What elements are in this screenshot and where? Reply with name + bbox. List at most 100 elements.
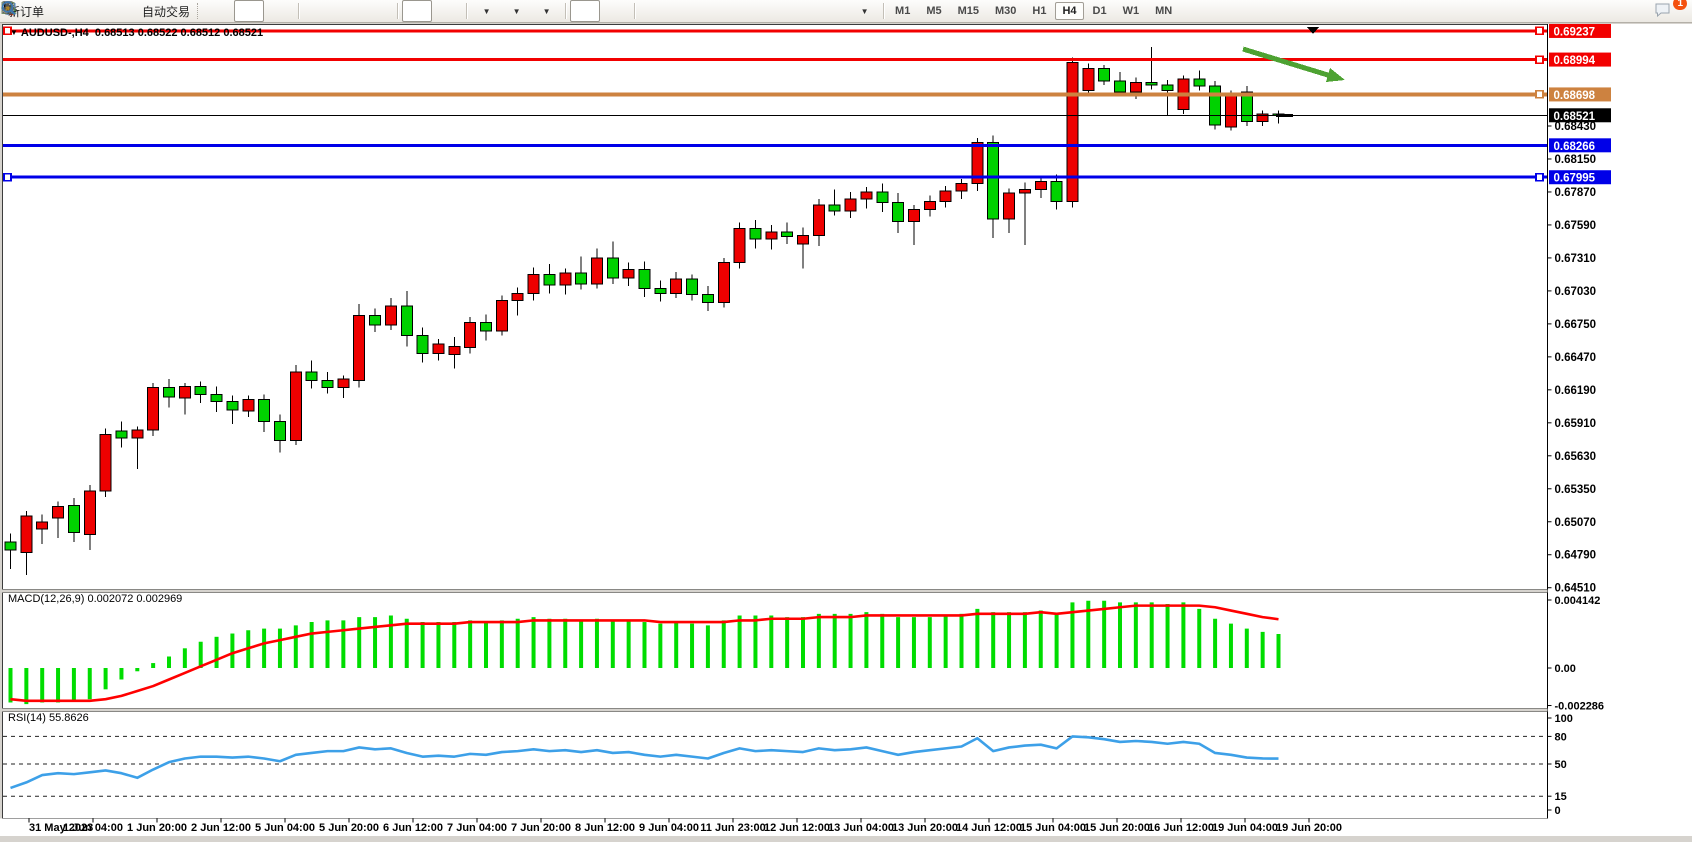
toolbar-separator (565, 3, 567, 19)
equidistant-channel-tool[interactable]: E (1, 0, 759, 22)
price-tick-label: 0.67870 (1555, 187, 1597, 199)
search-icon (1, 1, 16, 16)
trendline-tool[interactable] (2, 0, 729, 22)
arrows-tool[interactable]: ▼ (3, 0, 879, 22)
chart-title[interactable]: ▼ AUDUSD-,H4 0.68513 0.68522 0.68512 0.68… (10, 27, 263, 39)
horizontal-line-tool[interactable] (2, 0, 699, 22)
timeframe-button-m5[interactable]: M5 (926, 5, 942, 17)
time-axis-label: 13 Jun 04:00 (828, 822, 894, 834)
timeframe-button-mn[interactable]: MN (1155, 5, 1173, 17)
chat-button[interactable]: 1 (1652, 0, 1687, 22)
time-axis-label: 7 Jun 04:00 (447, 822, 507, 834)
pane-splitter[interactable] (0, 589, 1548, 593)
chart-ohlc-quote: 0.68513 0.68522 0.68512 0.68521 (94, 27, 264, 39)
candle-body (670, 278, 683, 294)
time-axis-label: 1 Jun 20:00 (127, 822, 187, 834)
rsi-value: 55.8626 (48, 712, 89, 724)
time-axis-label: 11 Jun 23:00 (700, 822, 765, 834)
svg-text:F: F (13, 9, 17, 16)
candle-body (590, 257, 603, 285)
crosshair-button[interactable] (2, 0, 630, 22)
main-toolbar: 新订单 自动交易 (0, 0, 1692, 23)
line-chart-button[interactable] (1, 0, 294, 22)
rsi-layer (3, 735, 1547, 797)
time-axis-label: 13 Jun 20:00 (892, 822, 958, 834)
candle-body (400, 305, 413, 337)
timeframe-button-m1[interactable]: M1 (895, 5, 911, 17)
line-handle[interactable] (1535, 55, 1544, 64)
price-tag (1549, 138, 1611, 153)
candle-body (242, 398, 255, 412)
price-tag-label: 0.68266 (1554, 141, 1596, 153)
candle-body (115, 430, 128, 439)
candle-body (495, 299, 508, 332)
candle-body (812, 204, 825, 237)
fibonacci-tool[interactable]: F (2, 0, 789, 22)
trend-arrow-head[interactable] (1326, 68, 1345, 82)
chart-collapse-icon[interactable]: ▼ (10, 28, 18, 37)
macd-axis-label: 0.004142 (1555, 595, 1601, 607)
zoom-in-button[interactable] (1, 0, 333, 22)
timeframe-button-m30[interactable]: M30 (995, 5, 1017, 17)
auto-scroll-button[interactable] (1, 0, 433, 22)
zoom-out-button[interactable] (1, 0, 363, 22)
cursor-button[interactable] (4, 0, 601, 22)
tile-windows-button[interactable] (2, 0, 393, 22)
price-tick-label: 0.65910 (1555, 418, 1597, 430)
timeframe-button-m15[interactable]: M15 (957, 5, 979, 17)
annotation-anchor-marker (1307, 27, 1319, 34)
candle-body (559, 272, 572, 286)
candle-body (686, 278, 699, 295)
time-axis-label: 31 May 2023 (29, 822, 93, 834)
text-label-tool[interactable]: T (1, 0, 849, 22)
chart-shift-button[interactable] (1, 0, 462, 22)
toolbar-separator (397, 3, 399, 19)
candle-body (258, 398, 271, 423)
periods-dropdown-button[interactable]: ▼ (1, 0, 531, 22)
signals-button[interactable] (2, 0, 138, 22)
bar-chart-button[interactable] (2, 0, 234, 22)
chart-window-button[interactable] (1, 0, 108, 22)
candles-layer (3, 26, 1547, 575)
candle-body (828, 204, 841, 212)
pane-splitter[interactable] (0, 708, 1548, 712)
time-axis-label: 1 Jun 04:00 (63, 822, 123, 834)
trend-arrow-annotation[interactable] (1242, 46, 1332, 79)
candle-body (131, 429, 144, 439)
autotrading-button[interactable]: 自动交易 (2, 0, 194, 22)
candle-body (147, 386, 160, 431)
line-handle[interactable] (3, 26, 12, 36)
line-handle[interactable] (1535, 26, 1544, 36)
candle-body (781, 231, 794, 238)
line-handle[interactable] (1535, 172, 1544, 182)
indicators-button[interactable]: ▼ (2, 0, 501, 22)
price-tag (1549, 23, 1611, 38)
timeframe-button-d1[interactable]: D1 (1092, 5, 1107, 17)
dropdown-caret-icon: ▼ (512, 6, 521, 16)
timeframe-button-w1[interactable]: W1 (1122, 5, 1140, 17)
rsi-line (10, 735, 1279, 790)
macd-indicator-label: MACD(12,26,9) 0.002072 0.002969 (8, 593, 182, 605)
time-axis-label: 9 Jun 04:00 (639, 822, 699, 834)
price-tag-label: 0.68521 (1554, 111, 1596, 123)
price-tag-label: 0.69237 (1554, 26, 1596, 38)
rsi-pane (2, 711, 1548, 819)
vertical-line-tool[interactable] (5, 0, 669, 22)
timeframe-button-h4[interactable]: H4 (1055, 2, 1084, 20)
rsi-axis-label: 0 (1555, 805, 1561, 817)
candle-body (717, 262, 730, 304)
candle-body (289, 371, 302, 441)
market-button[interactable] (2, 0, 78, 22)
rsi-name: RSI(14) (8, 712, 46, 724)
line-handle[interactable] (3, 172, 12, 182)
line-handle[interactable] (1535, 90, 1544, 99)
timeframe-button-h1[interactable]: H1 (1032, 5, 1047, 17)
candlestick-chart-button[interactable] (2, 0, 265, 22)
text-tool[interactable]: A (3, 0, 819, 22)
search-button[interactable] (1, 0, 1652, 22)
macd-layer (8, 600, 1281, 705)
templates-button[interactable]: ▼ (1, 0, 561, 22)
price-tick-label: 0.67590 (1555, 220, 1597, 232)
price-tag-label: 0.68994 (1554, 55, 1596, 67)
